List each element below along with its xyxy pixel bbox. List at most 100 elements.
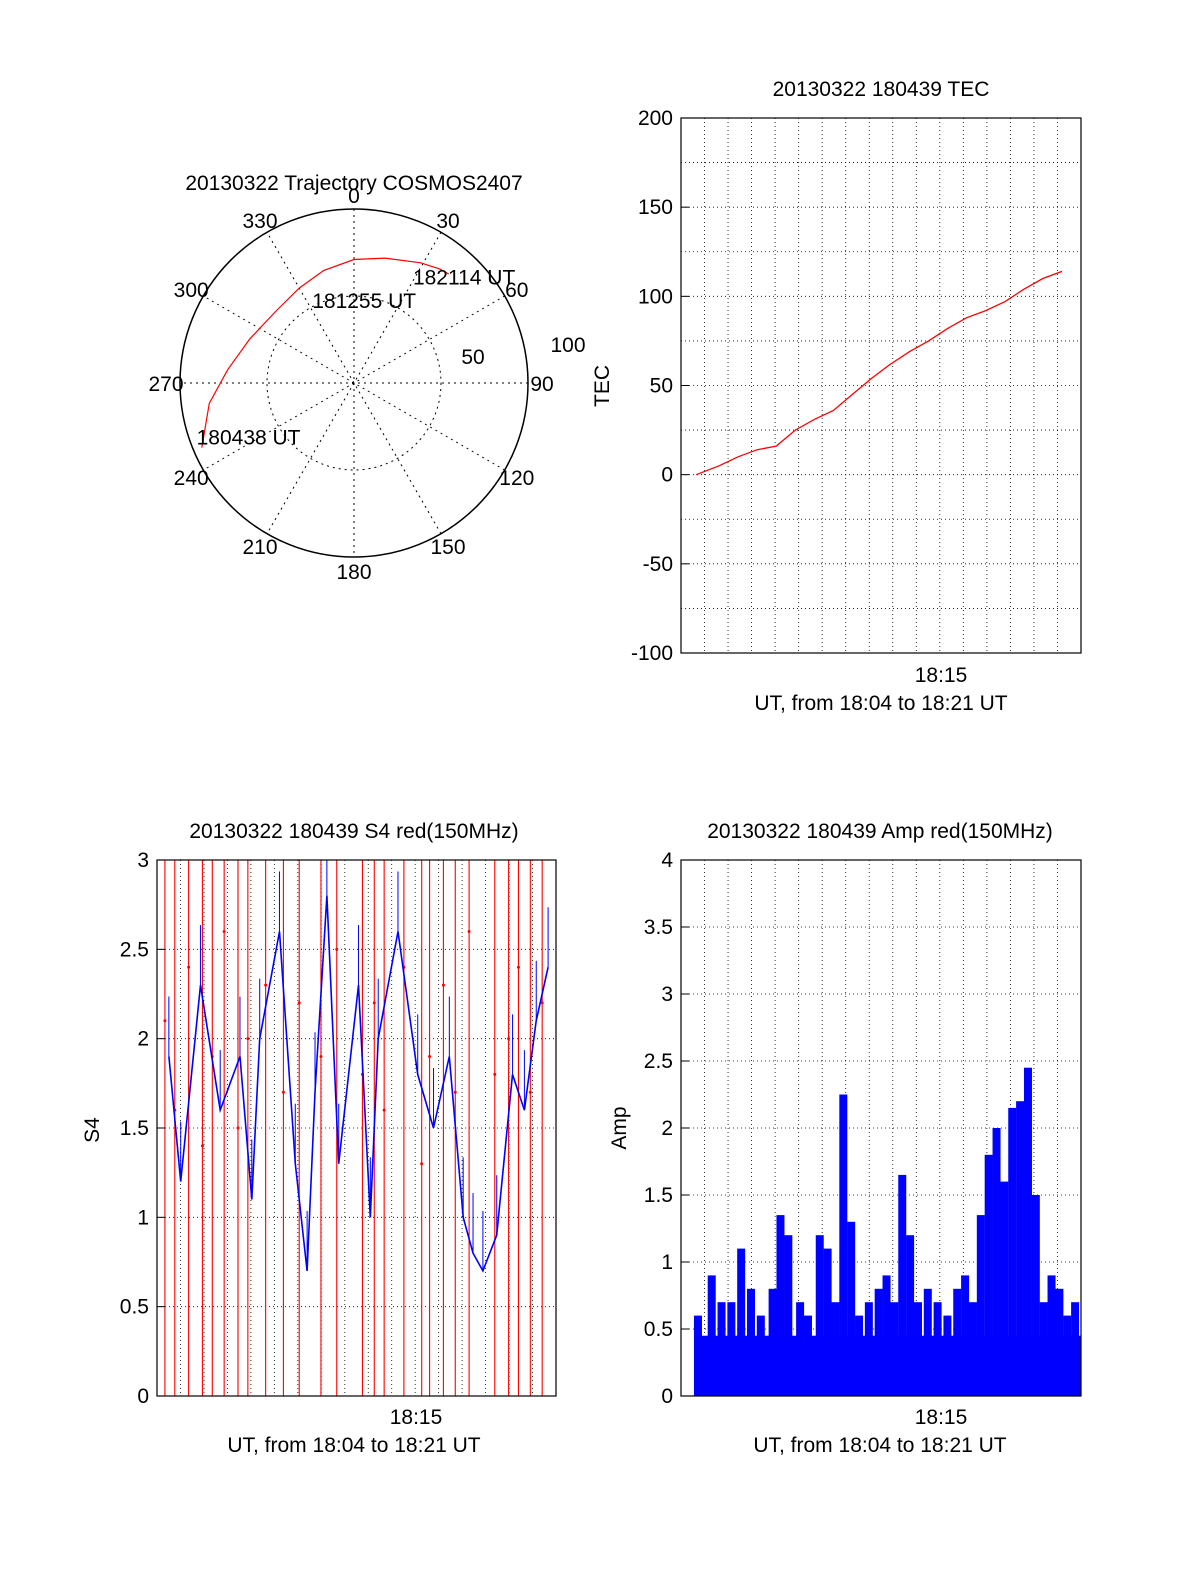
amp-bar bbox=[831, 1302, 840, 1396]
amp-bar bbox=[737, 1248, 746, 1396]
amp-bar bbox=[961, 1275, 970, 1396]
amp-panel: 20130322 180439 Amp red(150MHz) 0 0.5 1 1.5… bbox=[608, 820, 1082, 1457]
polar-inner-ring bbox=[266, 295, 442, 471]
amp-bar bbox=[1039, 1302, 1048, 1396]
amp-y-tick-label: 0 bbox=[661, 1385, 673, 1408]
trajectory-series-line bbox=[201, 257, 449, 448]
amp-bar bbox=[756, 1315, 765, 1396]
radial-label-100: 100 bbox=[550, 334, 585, 357]
polar-angle-labels: 0 30 60 90 120 150 180 210 240 270 300 330 bbox=[148, 185, 553, 584]
amp-bar bbox=[839, 1094, 848, 1396]
amp-bar bbox=[933, 1302, 942, 1396]
s4-y-tick-label: 2 bbox=[137, 1028, 149, 1051]
s4-red-point bbox=[382, 1108, 386, 1112]
amp-y-tick-label: 2.5 bbox=[644, 1050, 673, 1073]
tec-y-tick-label: -100 bbox=[631, 642, 673, 665]
polar-angle-label: 150 bbox=[430, 536, 465, 559]
amp-bar bbox=[1016, 1101, 1025, 1396]
amp-bar bbox=[1031, 1195, 1040, 1396]
polar-outer-ring bbox=[179, 208, 529, 558]
tec-x-tick-label: 18:15 bbox=[915, 664, 968, 687]
polar-spoke bbox=[266, 232, 442, 534]
amp-x-axis-label: UT, from 18:04 to 18:21 UT bbox=[753, 1434, 1006, 1457]
amp-bar bbox=[1071, 1302, 1080, 1396]
tec-y-tick-label: 150 bbox=[638, 196, 673, 219]
tec-grid bbox=[681, 118, 1081, 653]
trajectory-panel: 20130322 Trajectory COSMOS2407 0 30 60 90 12… bbox=[148, 172, 585, 584]
amp-bar bbox=[768, 1288, 777, 1396]
tec-y-tick-label: 200 bbox=[638, 107, 673, 130]
polar-angle-label: 270 bbox=[148, 373, 183, 396]
amp-bar bbox=[1023, 1067, 1032, 1396]
tec-y-tick-label: -50 bbox=[643, 553, 673, 576]
amp-bar bbox=[953, 1288, 962, 1396]
s4-x-axis-label: UT, from 18:04 to 18:21 UT bbox=[227, 1434, 480, 1457]
tec-panel: 20130322 180439 TEC -100-50050100150200 … bbox=[591, 78, 1082, 715]
amp-y-tick-label: 1.5 bbox=[644, 1184, 673, 1207]
s4-red-point bbox=[540, 1001, 544, 1005]
amp-bar bbox=[693, 1315, 702, 1396]
amp-bar bbox=[890, 1302, 899, 1396]
s4-y-tick-label: 1 bbox=[137, 1206, 149, 1229]
amp-bar bbox=[717, 1302, 726, 1396]
amp-bar bbox=[984, 1154, 993, 1396]
amp-bar bbox=[943, 1315, 952, 1396]
amp-bar bbox=[882, 1275, 891, 1396]
amp-bar bbox=[776, 1215, 785, 1396]
tec-series-line bbox=[695, 270, 1063, 476]
s4-y-tick-label: 3 bbox=[137, 849, 149, 872]
amp-y-axis-label: Amp bbox=[608, 1106, 631, 1149]
s4-red-point bbox=[246, 1037, 250, 1041]
s4-y-tick-label: 0.5 bbox=[120, 1296, 149, 1319]
polar-angle-label: 180 bbox=[336, 561, 371, 584]
trajectory-title: 20130322 Trajectory COSMOS2407 bbox=[185, 172, 522, 195]
trajectory-annotation: 180438 UT bbox=[197, 427, 301, 450]
amp-bar bbox=[1055, 1288, 1064, 1396]
s4-red-point bbox=[335, 947, 339, 951]
tec-y-tick-label: 0 bbox=[661, 464, 673, 487]
amp-bar bbox=[747, 1288, 755, 1396]
polar-angle-label: 120 bbox=[499, 467, 534, 490]
amp-bar bbox=[992, 1128, 1001, 1396]
amp-bar bbox=[707, 1275, 716, 1396]
amp-y-tick-label: 4 bbox=[661, 849, 673, 872]
polar-angle-label: 30 bbox=[436, 210, 459, 233]
s4-red-point bbox=[187, 965, 191, 969]
amp-bar bbox=[796, 1302, 805, 1396]
tec-x-axis-label: UT, from 18:04 to 18:21 UT bbox=[754, 692, 1007, 715]
s4-grid bbox=[157, 860, 556, 1396]
s4-red-point bbox=[493, 1072, 497, 1076]
amp-y-tick-labels: 0 0.5 1 1.5 2 2.5 3 3.5 4 bbox=[644, 849, 689, 1408]
tec-y-tick-labels: -100 -50 0 50 100 150 200 bbox=[631, 107, 689, 665]
tec-y-axis-label: TEC bbox=[591, 365, 614, 407]
s4-y-tick-label: 0 bbox=[137, 1385, 149, 1408]
s4-red-point bbox=[372, 1001, 376, 1005]
s4-x-tick-label: 18:15 bbox=[390, 1406, 443, 1429]
s4-frame bbox=[156, 859, 557, 1397]
s4-title: 20130322 180439 S4 red(150MHz) bbox=[189, 820, 518, 843]
s4-red-point bbox=[297, 1001, 301, 1005]
s4-panel: 20130322 180439 S4 red(150MHz) 0 0.5 1 1.5 2… bbox=[81, 820, 557, 1457]
amp-bar bbox=[923, 1288, 932, 1396]
s4-y-tick-labels: 0 0.5 1 1.5 2 2.5 3 bbox=[120, 849, 165, 1408]
amp-y-tick-label: 2 bbox=[661, 1117, 673, 1140]
s4-red-point bbox=[428, 1055, 432, 1059]
s4-red-point bbox=[453, 1090, 457, 1094]
s4-red-point bbox=[507, 1037, 511, 1041]
amp-y-tick-label: 1 bbox=[661, 1251, 673, 1274]
s4-red-point bbox=[163, 1019, 167, 1023]
amp-bar bbox=[913, 1302, 922, 1396]
amp-bar bbox=[976, 1215, 985, 1396]
amp-bar bbox=[898, 1174, 907, 1396]
amp-bar bbox=[874, 1288, 883, 1396]
amp-bar bbox=[1008, 1107, 1017, 1396]
amp-bar bbox=[1000, 1181, 1009, 1396]
amp-y-tick-label: 0.5 bbox=[644, 1318, 673, 1341]
trajectory-annotation: 181255 UT bbox=[312, 290, 416, 313]
tec-title: 20130322 180439 TEC bbox=[773, 78, 990, 101]
polar-angle-label: 90 bbox=[530, 373, 553, 396]
s4-red-point bbox=[200, 1144, 204, 1148]
polar-angle-label: 0 bbox=[348, 185, 360, 208]
